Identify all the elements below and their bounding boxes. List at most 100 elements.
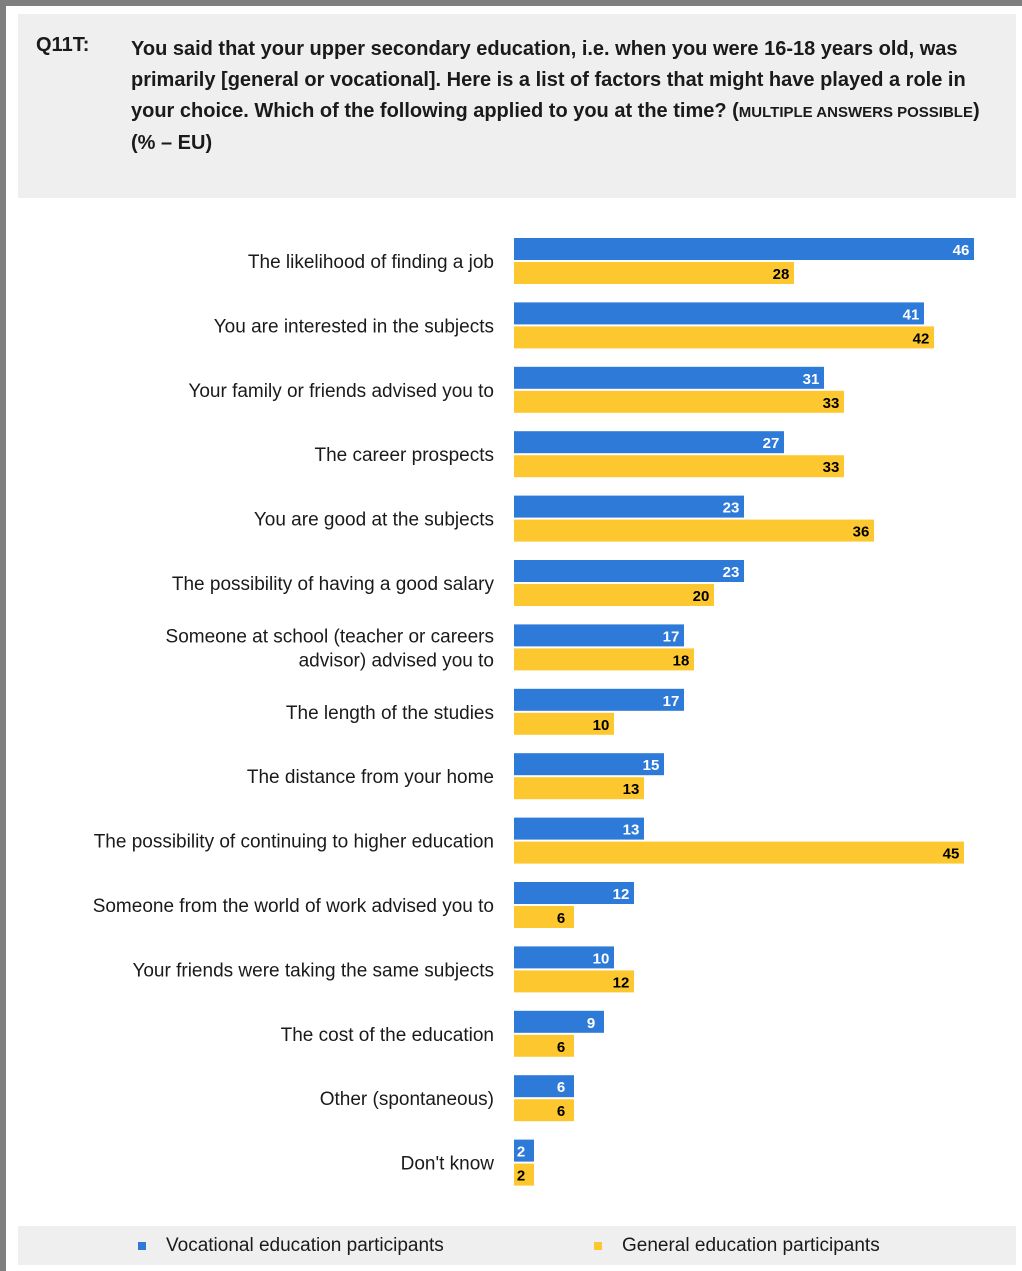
bar-general xyxy=(514,584,714,606)
category-label: The likelihood of finding a job xyxy=(248,252,494,273)
category-label-line: advisor) advised you to xyxy=(299,650,494,671)
question-text-main: You said that your upper secondary educa… xyxy=(131,38,966,122)
value-label-vocational: 12 xyxy=(613,886,630,903)
bar-vocational xyxy=(514,1075,574,1098)
question-text-note: MULTIPLE ANSWERS POSSIBLE xyxy=(738,104,973,121)
bar-vocational xyxy=(514,946,614,969)
bar-vocational xyxy=(514,817,644,840)
category-label: Other (spontaneous) xyxy=(320,1089,494,1110)
value-label-general: 42 xyxy=(913,330,930,347)
category-label-line: Don't know xyxy=(401,1154,495,1175)
value-label-general: 18 xyxy=(673,652,690,669)
value-label-vocational: 23 xyxy=(723,500,740,517)
legend-swatch-vocational xyxy=(138,1241,146,1250)
value-label-vocational: 2 xyxy=(517,1144,525,1161)
bar-general xyxy=(514,777,644,800)
value-label-vocational: 17 xyxy=(663,693,680,710)
category-label-line: Your friends were taking the same subjec… xyxy=(132,960,494,981)
bar-vocational xyxy=(514,302,924,325)
category-label-line: The likelihood of finding a job xyxy=(248,252,494,273)
value-label-vocational: 27 xyxy=(763,435,780,452)
question-box: Q11T: You said that your upper secondary… xyxy=(18,14,1016,198)
category-label: The possibility of continuing to higher … xyxy=(94,832,494,853)
category-label: The career prospects xyxy=(314,445,494,466)
category-label: You are interested in the subjects xyxy=(214,316,494,337)
value-label-vocational: 31 xyxy=(803,371,820,388)
bar-vocational xyxy=(514,560,744,582)
value-label-general: 28 xyxy=(773,266,790,283)
bar-general xyxy=(514,841,964,864)
legend-label-vocational: Vocational education participants xyxy=(166,1234,444,1256)
value-label-vocational: 17 xyxy=(663,628,680,645)
bar-vocational xyxy=(514,1010,604,1033)
category-label: The possibility of having a good salary xyxy=(172,574,495,595)
value-label-general: 6 xyxy=(557,1103,565,1120)
value-label-vocational: 41 xyxy=(903,306,920,323)
category-label-line: The length of the studies xyxy=(286,703,494,724)
category-label-line: The distance from your home xyxy=(247,767,494,788)
value-label-general: 6 xyxy=(557,910,565,927)
bar-vocational xyxy=(514,624,684,647)
category-label: Someone from the world of work advised y… xyxy=(93,896,494,917)
bar-general xyxy=(514,390,844,413)
category-label: Don't know xyxy=(401,1154,495,1175)
value-label-general: 6 xyxy=(557,1039,565,1056)
bar-vocational xyxy=(514,238,974,260)
legend-item-vocational: Vocational education participants xyxy=(138,1226,444,1265)
bar-general xyxy=(514,1163,534,1186)
value-label-general: 36 xyxy=(853,524,870,541)
category-label: Your friends were taking the same subjec… xyxy=(132,960,494,981)
bar-vocational xyxy=(514,1139,534,1162)
bar-general xyxy=(514,455,844,478)
category-label: Your family or friends advised you to xyxy=(188,381,494,402)
value-label-vocational: 10 xyxy=(593,950,610,967)
bar-vocational xyxy=(514,882,634,904)
category-label-line: The cost of the education xyxy=(281,1025,494,1046)
category-label-line: Other (spontaneous) xyxy=(320,1089,494,1110)
value-label-vocational: 9 xyxy=(587,1015,595,1032)
category-label-line: Someone from the world of work advised y… xyxy=(93,896,494,917)
bar-general xyxy=(514,712,614,735)
bar-general xyxy=(514,519,874,542)
category-label-line: The career prospects xyxy=(314,445,494,466)
category-label: The distance from your home xyxy=(247,767,494,788)
value-label-general: 2 xyxy=(517,1168,525,1185)
legend: Vocational education participants Genera… xyxy=(18,1226,1016,1265)
bar-general xyxy=(514,648,694,671)
category-label: The length of the studies xyxy=(286,703,494,724)
value-label-vocational: 13 xyxy=(623,822,640,839)
bar-general xyxy=(514,906,574,928)
question-text: You said that your upper secondary educa… xyxy=(131,34,991,159)
value-label-vocational: 23 xyxy=(723,564,740,581)
category-label-line: You are interested in the subjects xyxy=(214,316,494,337)
category-label: The cost of the education xyxy=(281,1025,494,1046)
question-code: Q11T: xyxy=(36,34,90,56)
category-label-line: The possibility of having a good salary xyxy=(172,574,495,595)
value-label-vocational: 46 xyxy=(953,242,970,259)
legend-label-general: General education participants xyxy=(622,1234,880,1256)
value-label-general: 33 xyxy=(823,459,840,476)
value-label-general: 20 xyxy=(693,588,710,605)
category-label-line: The possibility of continuing to higher … xyxy=(94,832,494,853)
legend-swatch-general xyxy=(594,1241,602,1250)
bar-vocational xyxy=(514,431,784,454)
value-label-general: 33 xyxy=(823,395,840,412)
bar-general xyxy=(514,326,934,349)
value-label-general: 10 xyxy=(593,717,610,734)
value-label-general: 12 xyxy=(613,974,630,991)
value-label-vocational: 15 xyxy=(643,757,660,774)
question-text-end: ) (% – EU) xyxy=(131,100,980,154)
bar-vocational xyxy=(514,753,664,776)
category-label-line: Your family or friends advised you to xyxy=(188,381,494,402)
bar-general xyxy=(514,970,634,993)
bar-general xyxy=(514,262,794,284)
value-label-vocational: 6 xyxy=(557,1079,565,1096)
value-label-general: 45 xyxy=(943,846,960,863)
bar-vocational xyxy=(514,495,744,518)
legend-item-general: General education participants xyxy=(594,1226,880,1265)
bar-vocational xyxy=(514,366,824,389)
category-label: You are good at the subjects xyxy=(254,510,494,531)
bar-general xyxy=(514,1034,574,1057)
category-label-line: You are good at the subjects xyxy=(254,510,494,531)
bar-vocational xyxy=(514,688,684,711)
